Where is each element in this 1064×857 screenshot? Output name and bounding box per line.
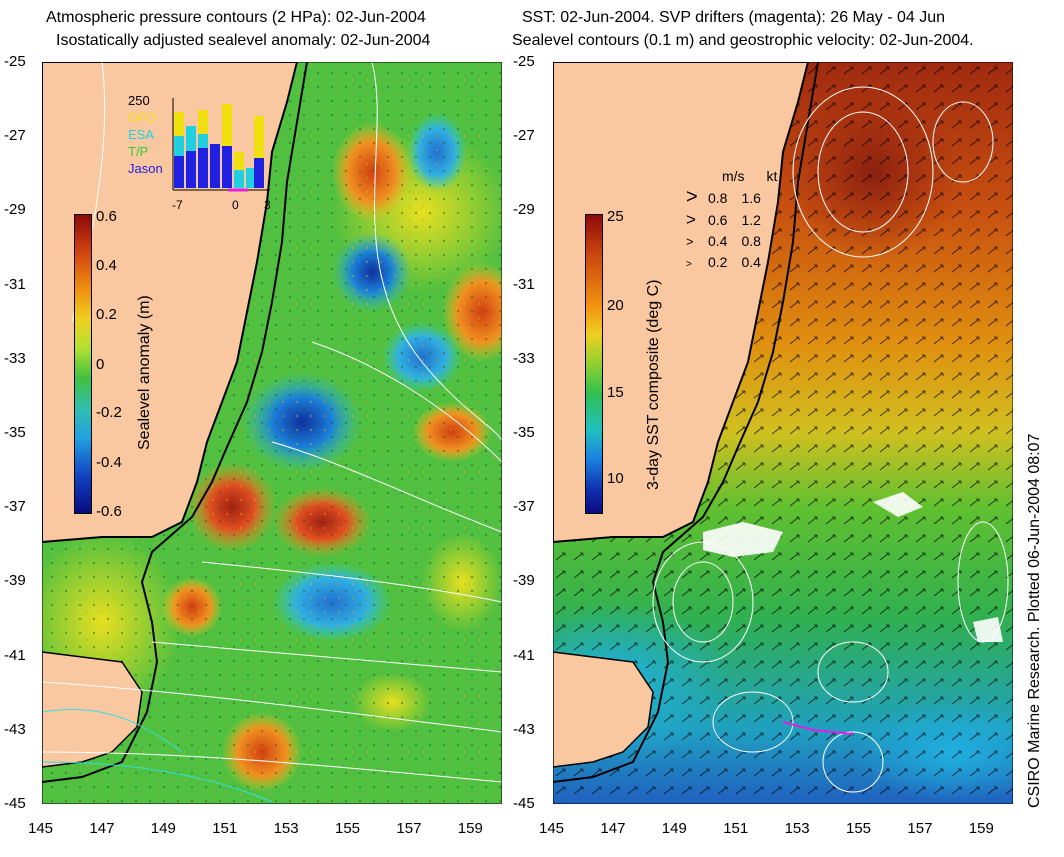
lon-tick-label: 147: [89, 820, 115, 837]
lon-tick-label: 157: [907, 820, 933, 837]
left-title-line1: Atmospheric pressure contours (2 HPa): 0…: [46, 9, 426, 26]
velocity-row: >0.2 0.4: [686, 254, 761, 270]
lat-tick-label: -35: [513, 424, 535, 441]
inset-xtick-0: -7: [172, 198, 183, 212]
right-cbar-tick-1: 20: [607, 297, 624, 314]
lat-tick-label: -31: [513, 275, 535, 293]
left-cbar-tick-1: 0.4: [96, 257, 117, 274]
right-cbar-tick-0: 25: [607, 208, 624, 225]
legend-jason: Jason: [128, 161, 163, 176]
right-cbar-tick-2: 15: [607, 384, 624, 401]
header-ms: m/s: [722, 168, 745, 184]
lon-tick-label: 151: [212, 820, 238, 837]
lat-tick-label: -37: [513, 498, 535, 516]
lon-tick-label: 149: [661, 820, 687, 837]
lon-tick-label: 149: [150, 820, 176, 837]
lon-tick-label: 159: [968, 820, 994, 837]
lat-tick-label: -41: [513, 646, 535, 664]
inset-xtick-2: 3: [264, 198, 271, 212]
lon-tick-label: 153: [273, 820, 299, 837]
right-cbar-label: 3-day SST composite (deg C): [645, 279, 662, 490]
left-cbar-tick-0: 0.6: [96, 208, 117, 225]
velocity-row: >0.4 0.8: [686, 233, 761, 249]
sealevel-anomaly-map: [42, 62, 502, 804]
lon-tick-label: 155: [846, 820, 872, 837]
header-kt: kt: [766, 168, 778, 184]
lat-tick-label: -37: [4, 498, 26, 516]
legend-tp: T/P: [128, 144, 149, 159]
inset-legend: 250 GFO ESA T/P Jason: [100, 92, 180, 177]
lat-tick-label: -45: [513, 795, 535, 812]
lat-tick-label: -45: [4, 795, 26, 812]
lat-tick-label: -27: [4, 127, 26, 145]
credit-text: CSIRO Marine Research. Plotted 06-Jun-20…: [1026, 433, 1043, 808]
sealevel-colorbar: [74, 214, 92, 514]
pass-count-histogram: [172, 98, 270, 192]
lon-tick-label: 155: [335, 820, 361, 837]
inset-xtick-1: 0: [232, 198, 239, 212]
legend-esa: ESA: [128, 127, 155, 142]
lat-tick-label: -29: [4, 201, 26, 219]
lat-tick-label: -43: [513, 720, 535, 738]
inset-top-value: 250: [128, 93, 150, 108]
right-title-line2: Sealevel contours (0.1 m) and geostrophi…: [512, 32, 974, 49]
lat-tick-label: -25: [4, 53, 26, 70]
left-title-line2: Isostatically adjusted sealevel anomaly:…: [56, 32, 431, 49]
velocity-legend-header: m/s kt: [686, 166, 777, 187]
right-cbar-tick-3: 10: [607, 470, 624, 487]
lat-tick-label: -25: [513, 53, 535, 70]
sst-map: [553, 62, 1013, 804]
velocity-row: >0.6 1.2: [686, 210, 761, 229]
lon-tick-label: 157: [396, 820, 422, 837]
lat-tick-label: -29: [513, 201, 535, 219]
lat-tick-label: -33: [513, 349, 535, 367]
velocity-legend: m/s kt >0.8 1.6 >0.6 1.2 >0.4 0.8 >0.2 0.4: [686, 166, 777, 275]
lon-tick-label: 151: [723, 820, 749, 837]
left-cbar-tick-3: 0: [96, 356, 105, 373]
sst-colorbar: [585, 214, 603, 514]
lat-tick-label: -27: [513, 127, 535, 145]
legend-gfo: GFO: [128, 110, 157, 125]
lon-tick-label: 145: [539, 820, 565, 837]
lon-tick-label: 159: [457, 820, 483, 837]
lat-tick-label: -41: [4, 646, 26, 664]
left-cbar-tick-6: -0.6: [96, 503, 122, 520]
lon-tick-label: 147: [600, 820, 626, 837]
lat-tick-label: -39: [513, 572, 535, 590]
lat-tick-label: -39: [4, 572, 26, 590]
lat-tick-label: -33: [4, 349, 26, 367]
right-title-line1: SST: 02-Jun-2004. SVP drifters (magenta)…: [522, 9, 946, 26]
lon-tick-label: 153: [784, 820, 810, 837]
lat-tick-label: -43: [4, 720, 26, 738]
velocity-row: >0.8 1.6: [686, 186, 761, 208]
left-cbar-label: Sealevel anomaly (m): [136, 295, 153, 450]
left-cbar-tick-2: 0.2: [96, 306, 117, 323]
lon-tick-label: 145: [28, 820, 54, 837]
lat-tick-label: -31: [4, 275, 26, 293]
left-cbar-tick-4: -0.2: [96, 404, 122, 421]
lat-tick-label: -35: [4, 424, 26, 441]
left-cbar-tick-5: -0.4: [96, 454, 122, 471]
